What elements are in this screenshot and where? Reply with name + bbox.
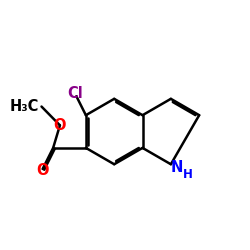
Text: H₃C: H₃C — [10, 99, 39, 114]
Text: Cl: Cl — [67, 86, 82, 101]
Text: H: H — [183, 168, 193, 181]
Text: O: O — [36, 163, 49, 178]
Text: O: O — [54, 118, 66, 133]
Text: N: N — [170, 160, 183, 175]
